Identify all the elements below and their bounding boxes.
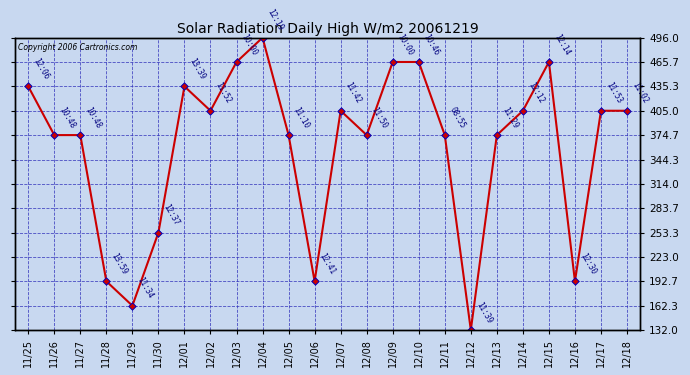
Point bbox=[361, 132, 372, 138]
Point bbox=[413, 59, 424, 65]
Point bbox=[387, 59, 398, 65]
Text: 12:37: 12:37 bbox=[161, 203, 181, 227]
Point bbox=[595, 108, 607, 114]
Text: 12:12: 12:12 bbox=[526, 81, 545, 105]
Text: 13:59: 13:59 bbox=[110, 252, 129, 276]
Text: 12:14: 12:14 bbox=[552, 32, 571, 57]
Text: 10:48: 10:48 bbox=[57, 105, 77, 130]
Point bbox=[127, 303, 138, 309]
Text: 11:02: 11:02 bbox=[630, 81, 649, 105]
Point bbox=[335, 108, 346, 114]
Point bbox=[309, 278, 320, 284]
Point bbox=[205, 108, 216, 114]
Point bbox=[49, 132, 60, 138]
Text: 12:30: 12:30 bbox=[578, 252, 598, 276]
Text: Copyright 2006 Cartronics.com: Copyright 2006 Cartronics.com bbox=[19, 44, 138, 52]
Title: Solar Radiation Daily High W/m2 20061219: Solar Radiation Daily High W/m2 20061219 bbox=[177, 22, 478, 36]
Text: 12:41: 12:41 bbox=[317, 252, 337, 276]
Point bbox=[544, 59, 555, 65]
Text: 08:55: 08:55 bbox=[448, 105, 467, 130]
Point bbox=[518, 108, 529, 114]
Text: 11:50: 11:50 bbox=[370, 105, 389, 130]
Point bbox=[101, 278, 112, 284]
Text: 11:29: 11:29 bbox=[500, 105, 520, 130]
Text: 10:00: 10:00 bbox=[396, 32, 415, 57]
Point bbox=[179, 83, 190, 89]
Point bbox=[257, 34, 268, 40]
Text: 12:06: 12:06 bbox=[31, 57, 51, 81]
Text: 10:48: 10:48 bbox=[83, 105, 103, 130]
Text: 11:53: 11:53 bbox=[604, 81, 624, 105]
Point bbox=[622, 108, 633, 114]
Point bbox=[491, 132, 502, 138]
Point bbox=[23, 83, 34, 89]
Point bbox=[153, 230, 164, 236]
Text: 11:39: 11:39 bbox=[474, 300, 493, 325]
Text: 11:52: 11:52 bbox=[214, 81, 233, 105]
Text: 11:10: 11:10 bbox=[292, 105, 311, 130]
Text: 12:19: 12:19 bbox=[266, 8, 285, 32]
Point bbox=[231, 59, 242, 65]
Text: 10:46: 10:46 bbox=[422, 32, 441, 57]
Point bbox=[440, 132, 451, 138]
Point bbox=[75, 132, 86, 138]
Point bbox=[465, 327, 476, 333]
Text: 11:42: 11:42 bbox=[344, 81, 363, 105]
Point bbox=[569, 278, 580, 284]
Text: 13:39: 13:39 bbox=[188, 57, 207, 81]
Text: 10:00: 10:00 bbox=[239, 32, 259, 57]
Point bbox=[283, 132, 294, 138]
Text: 11:34: 11:34 bbox=[135, 276, 155, 300]
